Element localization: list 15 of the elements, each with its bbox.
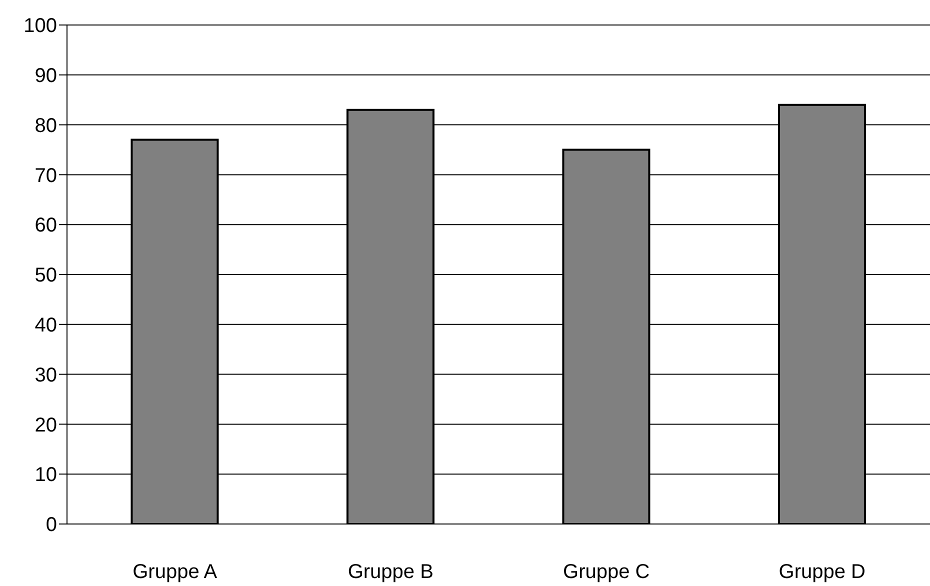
y-tick-label: 100 (24, 15, 57, 38)
x-tick-label: Gruppe B (348, 561, 434, 584)
y-tick-label: 10 (34, 464, 57, 486)
y-tick-label: 20 (34, 414, 57, 436)
x-tick-label: Gruppe A (132, 561, 218, 584)
x-tick-label: Gruppe D (778, 561, 866, 584)
y-tick-label: 80 (34, 114, 57, 137)
y-tick-label: 60 (34, 214, 57, 237)
y-tick-label: 0 (46, 514, 57, 536)
y-tick-label: 90 (34, 65, 57, 87)
y-tick-label: 50 (34, 264, 57, 287)
y-tick-label: 70 (34, 164, 57, 187)
y-tick-label: 30 (34, 364, 57, 386)
x-tick-label: Gruppe C (563, 561, 650, 584)
y-tick-label: 40 (34, 314, 57, 336)
